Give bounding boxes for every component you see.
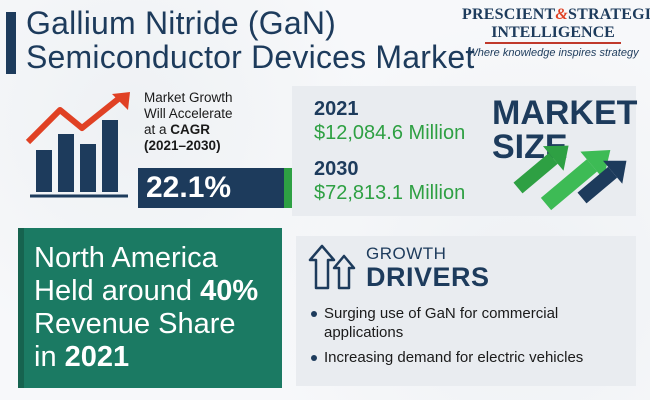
drivers-title-line-1: GROWTH bbox=[366, 244, 447, 263]
market-value-2021: $12,084.6 Million bbox=[314, 122, 466, 144]
bar-chart-growth-arrow-icon bbox=[25, 92, 130, 198]
cagr-value-box: 22.1% bbox=[138, 168, 286, 208]
growth-period: (2021–2030) bbox=[144, 138, 221, 153]
rising-arrows-icon bbox=[513, 145, 627, 211]
cagr-value: 22.1% bbox=[146, 171, 232, 204]
upward-house-arrows-icon bbox=[308, 244, 356, 290]
growth-drivers-panel: GROWTH DRIVERS Surging use of GaN for co… bbox=[296, 236, 636, 386]
growth-line-3: at a CAGR bbox=[144, 122, 284, 138]
growth-description: Market Growth Will Accelerate at a CAGR … bbox=[144, 90, 284, 154]
title-line-2: Semiconductor Devices Market bbox=[26, 39, 475, 75]
growth-at-a: at a bbox=[144, 122, 167, 137]
icon-arrow-head bbox=[112, 92, 130, 110]
market-title-line-1: MARKET bbox=[492, 94, 638, 132]
na-in: in bbox=[34, 341, 57, 373]
logo-line-2: INTELLIGENCE bbox=[485, 24, 621, 44]
logo-line-1: PRESCIENT&STRATEGIC bbox=[462, 6, 650, 24]
driver-item: Surging use of GaN for commercial applic… bbox=[310, 304, 630, 342]
growth-line-1: Market Growth bbox=[144, 90, 233, 105]
title-accent-bar bbox=[6, 12, 16, 74]
logo-word-strategic: STRATEGIC bbox=[568, 6, 650, 23]
logo-ampersand: & bbox=[555, 6, 569, 23]
growth-line-2: Will Accelerate bbox=[144, 106, 233, 121]
market-year-2021: 2021 bbox=[314, 98, 359, 120]
logo-word-prescient: PRESCIENT bbox=[462, 6, 556, 23]
company-logo: PRESCIENT&STRATEGIC INTELLIGENCE Where k… bbox=[462, 6, 650, 70]
icon-bar-3 bbox=[80, 144, 96, 192]
icon-growth-line bbox=[25, 93, 124, 145]
icon-bar-2 bbox=[58, 134, 74, 192]
page-title: Gallium Nitride (GaN) Semiconductor Devi… bbox=[26, 6, 474, 74]
icon-bar-4 bbox=[102, 120, 118, 192]
drivers-title-line-2: DRIVERS bbox=[366, 262, 490, 292]
north-america-panel: North America Held around 40% Revenue Sh… bbox=[18, 228, 282, 388]
na-line-1: North America bbox=[34, 242, 218, 274]
driver-item: Increasing demand for electric vehicles bbox=[310, 348, 630, 367]
na-line-2: Held around 40% bbox=[34, 275, 282, 308]
market-value-2030: $72,813.1 Million bbox=[314, 182, 466, 204]
market-size-panel: 2021 $12,084.6 Million 2030 $72,813.1 Mi… bbox=[292, 86, 638, 216]
growth-cagr-label: CAGR bbox=[170, 122, 211, 137]
na-line-3: Revenue Share bbox=[34, 308, 236, 340]
market-year-2030: 2030 bbox=[314, 158, 359, 180]
icon-bar-1 bbox=[36, 150, 52, 192]
growth-panel: Market Growth Will Accelerate at a CAGR … bbox=[14, 86, 304, 212]
na-line-4: in 2021 bbox=[34, 341, 282, 374]
drivers-list: Surging use of GaN for commercial applic… bbox=[310, 304, 630, 373]
title-line-1: Gallium Nitride (GaN) bbox=[26, 5, 337, 41]
na-held-around: Held around bbox=[34, 275, 192, 307]
logo-tagline: Where knowledge inspires strategy bbox=[467, 47, 639, 59]
na-year: 2021 bbox=[64, 341, 130, 373]
na-share-percent: 40% bbox=[200, 275, 259, 307]
